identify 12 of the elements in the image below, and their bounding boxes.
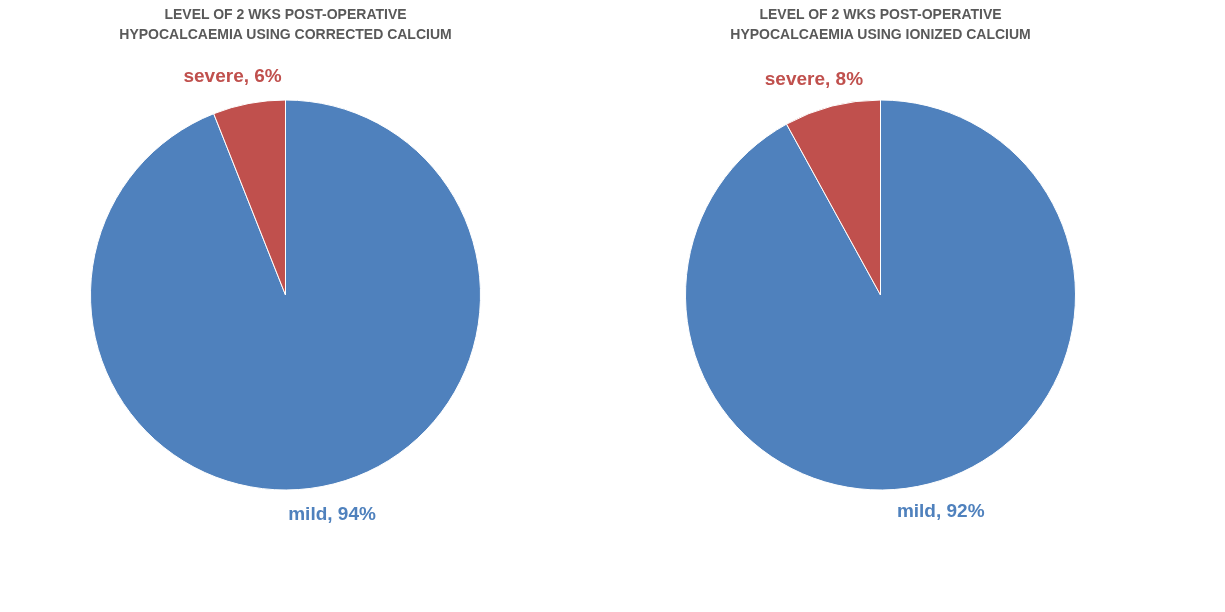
slice-label: severe xyxy=(183,64,244,86)
data-label: , 92% xyxy=(935,499,985,521)
pie-slice xyxy=(90,99,481,491)
data-label: , 94% xyxy=(327,503,376,525)
pie-slice xyxy=(685,99,1076,491)
data-label: , 6% xyxy=(243,64,282,86)
slice-label: mild xyxy=(896,499,936,521)
slice-label: severe xyxy=(764,68,826,90)
slice-label: mild xyxy=(288,503,328,525)
chart-title: LEVEL OF 2 WKS POST-OPERATIVE HYPOCALCAEMIA USING CORRECTED CALCIUM xyxy=(119,6,452,42)
chart-title: LEVEL OF 2 WKS POST-OPERATIVE HYPOCALCAEMIA USING IONIZED CALCIUM xyxy=(730,6,1031,42)
data-label: , 8% xyxy=(825,68,864,90)
